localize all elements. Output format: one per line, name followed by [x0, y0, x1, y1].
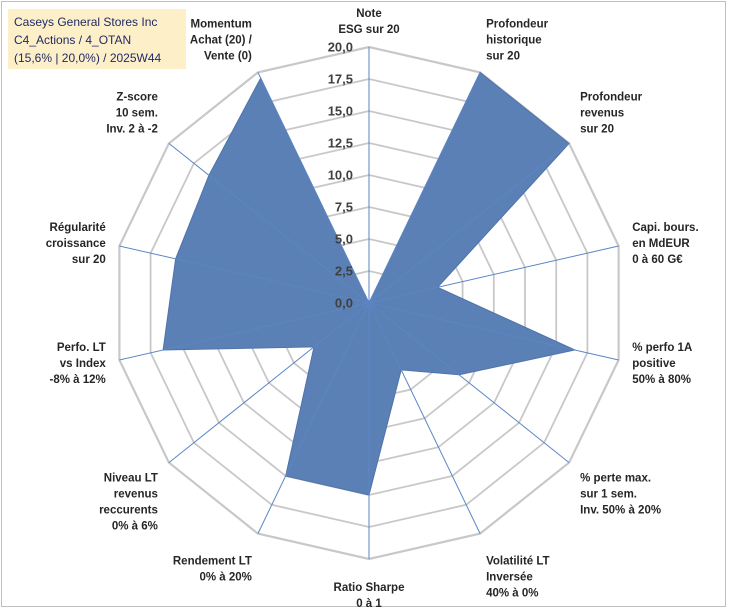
axis-label-line: vs Index [60, 358, 107, 370]
axis-label-line: Vente (0) [204, 51, 252, 63]
axis-label-line: Profondeur [486, 19, 548, 31]
axis-label-12: Z-score 10 sem. Inv. 2 à -2 [106, 92, 158, 136]
axis-label-line: 50% à 80% [632, 374, 691, 386]
axis-label-line: Profondeur [580, 92, 642, 104]
axis-label-0: Note ESG sur 20 [338, 8, 399, 36]
axis-label-line: en MdEUR [632, 238, 690, 250]
spoke-9 [168, 302, 370, 463]
axis-label-line: 0 à 1 [356, 598, 382, 610]
axis-label-line: ESG sur 20 [338, 24, 399, 36]
axis-label-9: Niveau LT revenus reccurents 0% à 6% [99, 472, 158, 532]
axis-label-line: 0 à 60 G€ [632, 254, 683, 266]
tick-label: 20,0 [328, 40, 353, 55]
spoke-1 [368, 72, 481, 304]
tick-label: 10,0 [328, 168, 353, 183]
axis-label-line: positive [632, 358, 675, 370]
spoke-13 [257, 72, 370, 304]
spoke-5 [368, 302, 570, 463]
radar-axis-labels: Note ESG sur 20 Profondeur historique sur 20… [46, 8, 699, 610]
axis-label-3: Capi. bours. en MdEUR 0 à 60 G€ [632, 222, 698, 266]
tick-label: 7,5 [335, 200, 353, 215]
spoke-10 [119, 302, 370, 361]
spoke-12 [168, 143, 370, 304]
axis-label-line: Volatilité LT [486, 555, 549, 567]
axis-label-7: Ratio Sharpe 0 à 1 [334, 582, 405, 610]
spoke-8 [257, 302, 370, 534]
axis-label-line: 0% à 6% [112, 520, 158, 532]
radar-tick-labels: 0,0 2,5 5,0 7,5 10,0 12,5 15,0 17,5 20,0 [328, 40, 353, 311]
axis-label-line: Régularité [50, 222, 106, 234]
axis-label-line: sur 20 [72, 254, 106, 266]
tick-label: 5,0 [335, 232, 353, 247]
radar-spokes [119, 47, 619, 559]
axis-label-line: historique [486, 35, 542, 47]
axis-label-line: sur 20 [580, 124, 614, 136]
axis-label-1: Profondeur historique sur 20 [486, 19, 548, 63]
title-line-2: C4_Actions / 4_OTAN [14, 33, 132, 47]
axis-label-4: % perfo 1A positive 50% à 80% [632, 342, 692, 386]
tick-label: 17,5 [328, 72, 353, 87]
axis-label-line: Niveau LT [104, 472, 158, 484]
title-line-1: Caseys General Stores Inc [14, 15, 158, 29]
tick-label: 2,5 [335, 264, 353, 279]
axis-label-line: Perfo. LT [57, 342, 106, 354]
axis-label-line: Achat (20) / [190, 35, 253, 47]
tick-label: 12,5 [328, 136, 353, 151]
axis-label-line: Note [356, 8, 382, 20]
spoke-11 [119, 245, 370, 304]
axis-label-8: Rendement LT 0% à 20% [173, 555, 252, 583]
axis-label-line: % perfo 1A [632, 342, 692, 354]
axis-label-2: Profondeur revenus sur 20 [580, 92, 642, 136]
axis-label-11: Régularité croissance sur 20 [46, 222, 106, 266]
axis-label-line: Capi. bours. [632, 222, 698, 234]
axis-label-line: 10 sem. [116, 108, 158, 120]
axis-label-6: Volatilité LT Inversée 40% à 0% [486, 555, 549, 599]
axis-label-13: Momentum Achat (20) / Vente (0) [190, 19, 253, 63]
axis-label-line: Inv. 50% à 20% [580, 504, 661, 516]
axis-label-line: 0% à 20% [199, 571, 251, 583]
axis-label-line: Z-score [116, 92, 158, 104]
title-line-3: (15,6% | 20,0%) / 2025W44 [14, 51, 162, 65]
spoke-2 [368, 143, 570, 304]
axis-label-line: Momentum [191, 19, 252, 31]
spoke-4 [368, 302, 619, 361]
axis-label-line: revenus [580, 108, 624, 120]
axis-label-line: sur 1 sem. [580, 488, 637, 500]
axis-label-line: Ratio Sharpe [334, 582, 405, 594]
axis-label-line: Inversée [486, 571, 533, 583]
tick-label: 15,0 [328, 104, 353, 119]
spoke-3 [368, 245, 619, 304]
spoke-6 [368, 302, 481, 534]
axis-label-line: croissance [46, 238, 106, 250]
axis-label-line: 40% à 0% [486, 587, 538, 599]
tick-label: 0,0 [335, 296, 353, 311]
axis-label-line: sur 20 [486, 51, 520, 63]
axis-label-line: revenus [114, 488, 158, 500]
axis-label-line: reccurents [99, 504, 158, 516]
axis-label-line: Rendement LT [173, 555, 252, 567]
axis-label-10: Perfo. LT vs Index -8% à 12% [50, 342, 107, 386]
axis-label-line: Inv. 2 à -2 [106, 124, 158, 136]
chart-title-box: Caseys General Stores Inc C4_Actions / 4… [8, 9, 186, 69]
axis-label-line: -8% à 12% [50, 374, 106, 386]
axis-label-5: % perte max. sur 1 sem. Inv. 50% à 20% [580, 472, 661, 516]
axis-label-line: % perte max. [580, 472, 651, 484]
